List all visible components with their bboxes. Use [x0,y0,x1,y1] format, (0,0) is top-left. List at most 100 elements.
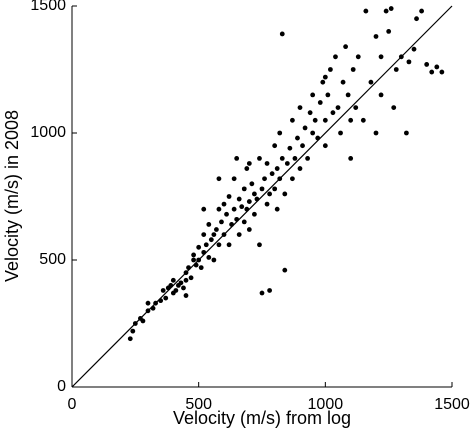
y-tick-label: 1000 [30,124,66,141]
point [264,161,270,166]
y-tick-label: 0 [57,378,66,395]
point [345,92,351,98]
point [348,156,354,161]
point [206,222,212,227]
point [244,166,250,171]
point [378,54,384,60]
point [264,201,270,207]
point [216,206,222,212]
point [310,130,316,136]
point [158,298,164,304]
point [292,156,298,161]
point [259,186,265,192]
point [328,67,333,72]
x-tick-label: 1500 [434,396,470,413]
point [252,191,257,197]
point [279,156,285,161]
point [208,237,214,243]
point [186,265,191,271]
y-tick-label: 500 [39,251,66,268]
point [383,8,389,14]
y-axis-label: Velocity (m/s) in 2008 [2,110,22,282]
point [290,117,295,123]
x-axis-label: Velocity (m/s) from log [173,408,351,428]
point [300,143,305,149]
point [231,206,237,212]
x-tick-label: 500 [185,396,212,413]
point [340,79,346,85]
point [183,270,189,276]
point [145,300,151,306]
point [269,171,275,177]
point [221,232,227,238]
point [274,166,280,171]
point [424,62,430,67]
point [234,156,240,161]
point [229,222,235,227]
point [191,252,197,258]
point [310,92,316,98]
point [211,232,217,238]
point [315,135,321,141]
point [241,186,247,192]
point [282,191,288,197]
point [163,295,169,301]
y-tick-label: 1500 [30,0,66,14]
point [244,206,250,212]
point [295,135,300,141]
point [216,242,222,248]
point [335,105,341,110]
point [393,67,399,72]
point [216,176,222,182]
point [363,8,369,14]
point [168,283,174,288]
x-tick-label: 1000 [308,396,344,413]
point [274,206,280,212]
point [214,227,219,232]
reference-line [71,5,453,388]
point [188,275,194,281]
point [350,67,356,72]
point [277,130,283,136]
point [132,321,138,326]
point [272,186,278,192]
point [196,257,202,263]
point [206,255,212,260]
point [231,176,237,182]
point [183,293,189,298]
point [287,145,293,151]
point [388,6,394,11]
point [257,156,262,161]
point [373,34,379,39]
point [297,105,303,110]
point [320,79,326,85]
point [290,176,295,182]
point [373,130,379,136]
point [398,54,404,60]
point [259,290,265,296]
point [193,262,199,268]
point [330,110,336,116]
point [302,125,308,131]
point [368,79,374,85]
point [429,69,435,75]
point [246,199,252,204]
point [279,31,285,37]
point [153,300,159,306]
point [150,305,156,311]
point [170,277,176,283]
point [181,285,186,291]
point [201,232,207,238]
point [317,100,323,105]
point [267,288,272,293]
point [348,117,354,123]
point [173,288,179,293]
point [234,216,240,222]
point [191,257,197,263]
point [145,308,151,314]
point [254,196,260,202]
point [160,288,166,293]
point [127,336,133,342]
